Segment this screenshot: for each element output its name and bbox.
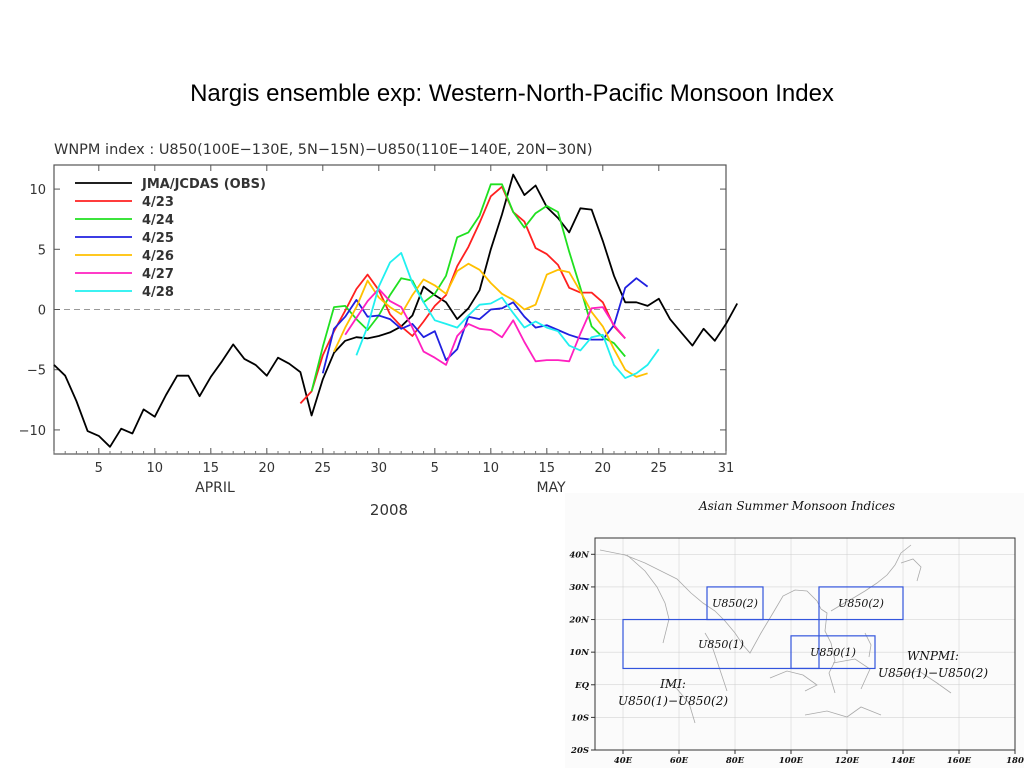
y-axis: 10 5 0 −5 −10 xyxy=(19,183,726,439)
lon-tick-label: 140E xyxy=(891,756,916,766)
legend-label: 4/26 xyxy=(142,249,174,264)
legend-label: 4/27 xyxy=(142,267,174,282)
index-box-label: U850(2) xyxy=(838,597,884,610)
x-axis: 5 10 15 20 25 30 5 10 15 20 25 31 xyxy=(53,165,735,476)
x-tick-label: 5 xyxy=(431,461,439,476)
legend: JMA/JCDAS (OBS) 4/23 4/24 4/25 4/26 4/27 4/28 xyxy=(75,177,266,300)
imi-formula: U850(1)−U850(2) xyxy=(618,694,728,708)
index-boxes: U850(2) U850(2) U850(1) U850(1) xyxy=(622,586,904,670)
index-box-label: U850(1) xyxy=(810,646,856,659)
lon-tick-label: 60E xyxy=(670,756,689,766)
x-tick-label: 31 xyxy=(718,461,735,476)
x-tick-label: 10 xyxy=(147,461,164,476)
y-tick-label: 5 xyxy=(38,243,46,258)
series-group xyxy=(53,173,738,448)
map-ticks: 40E 60E 80E 100E 120E 140E 160E 180 40N 30N 20N 10N… xyxy=(568,550,1024,766)
coastline xyxy=(599,544,952,724)
lat-tick-label: 10N xyxy=(569,648,590,658)
x-tick-label: 15 xyxy=(539,461,556,476)
series-line-4-28 xyxy=(355,252,660,380)
legend-label: JMA/JCDAS (OBS) xyxy=(141,177,266,192)
y-tick-label: 10 xyxy=(29,183,46,198)
lat-tick-label: 10S xyxy=(571,713,589,723)
lon-tick-label: 100E xyxy=(779,756,804,766)
index-box xyxy=(622,618,820,670)
index-box xyxy=(818,586,904,621)
index-box xyxy=(790,635,876,670)
lon-tick-label: 180 xyxy=(1006,756,1024,766)
wnpmi-label: WNPMI: xyxy=(907,649,959,663)
month-label-may: MAY xyxy=(536,480,566,496)
month-label-april: APRIL xyxy=(195,480,235,496)
chart-title: WNPM index : U850(100E−130E, 5N−15N)−U85… xyxy=(54,142,593,158)
x-tick-label: 10 xyxy=(483,461,500,476)
lat-tick-label: 20N xyxy=(568,616,590,626)
x-axis-title: 2008 xyxy=(370,501,408,519)
lon-tick-label: 80E xyxy=(726,756,745,766)
legend-label: 4/24 xyxy=(142,213,174,228)
x-tick-label: 15 xyxy=(203,461,220,476)
map-title: Asian Summer Monsoon Indices xyxy=(698,499,895,513)
index-box-label: U850(1) xyxy=(698,638,744,651)
y-tick-label: −10 xyxy=(19,424,46,439)
wnpmi-formula: U850(1)−U850(2) xyxy=(878,666,988,680)
x-tick-label: 25 xyxy=(651,461,668,476)
imi-label: IMI: xyxy=(659,677,686,691)
lat-tick-label: EQ xyxy=(574,681,589,691)
y-tick-label: −5 xyxy=(27,364,46,379)
lon-tick-label: 160E xyxy=(947,756,972,766)
x-tick-label: 5 xyxy=(95,461,103,476)
series-line-4-26 xyxy=(333,262,648,378)
lat-tick-label: 30N xyxy=(569,583,590,593)
series-line-4-23 xyxy=(299,185,626,405)
slide-title: Nargis ensemble exp: Western-North-Pacif… xyxy=(190,80,834,107)
index-box-label: U850(2) xyxy=(712,597,758,610)
map-frame xyxy=(594,537,1016,751)
series-line-4-27 xyxy=(344,288,626,366)
x-tick-label: 20 xyxy=(595,461,612,476)
legend-label: 4/25 xyxy=(142,231,174,246)
lon-tick-label: 120E xyxy=(835,756,860,766)
lat-tick-label: 20S xyxy=(570,746,589,756)
lat-tick-label: 40N xyxy=(569,550,590,560)
x-tick-label: 20 xyxy=(259,461,276,476)
monsoon-indices-map: Asian Summer Monsoon Indices 40E 60E 80E 10… xyxy=(565,493,1024,768)
legend-label: 4/28 xyxy=(142,285,174,300)
legend-label: 4/23 xyxy=(142,195,174,210)
x-tick-label: 30 xyxy=(371,461,388,476)
y-tick-label: 0 xyxy=(38,304,46,319)
wnpm-index-chart: WNPM index : U850(100E−130E, 5N−15N)−U85… xyxy=(19,142,738,519)
lon-tick-label: 40E xyxy=(614,756,633,766)
series-line-4-24 xyxy=(310,183,626,392)
x-tick-label: 25 xyxy=(315,461,332,476)
series-line-4-25 xyxy=(321,277,649,374)
series-line-jma-jcdas-obs- xyxy=(53,173,738,448)
map-background xyxy=(565,493,1024,768)
